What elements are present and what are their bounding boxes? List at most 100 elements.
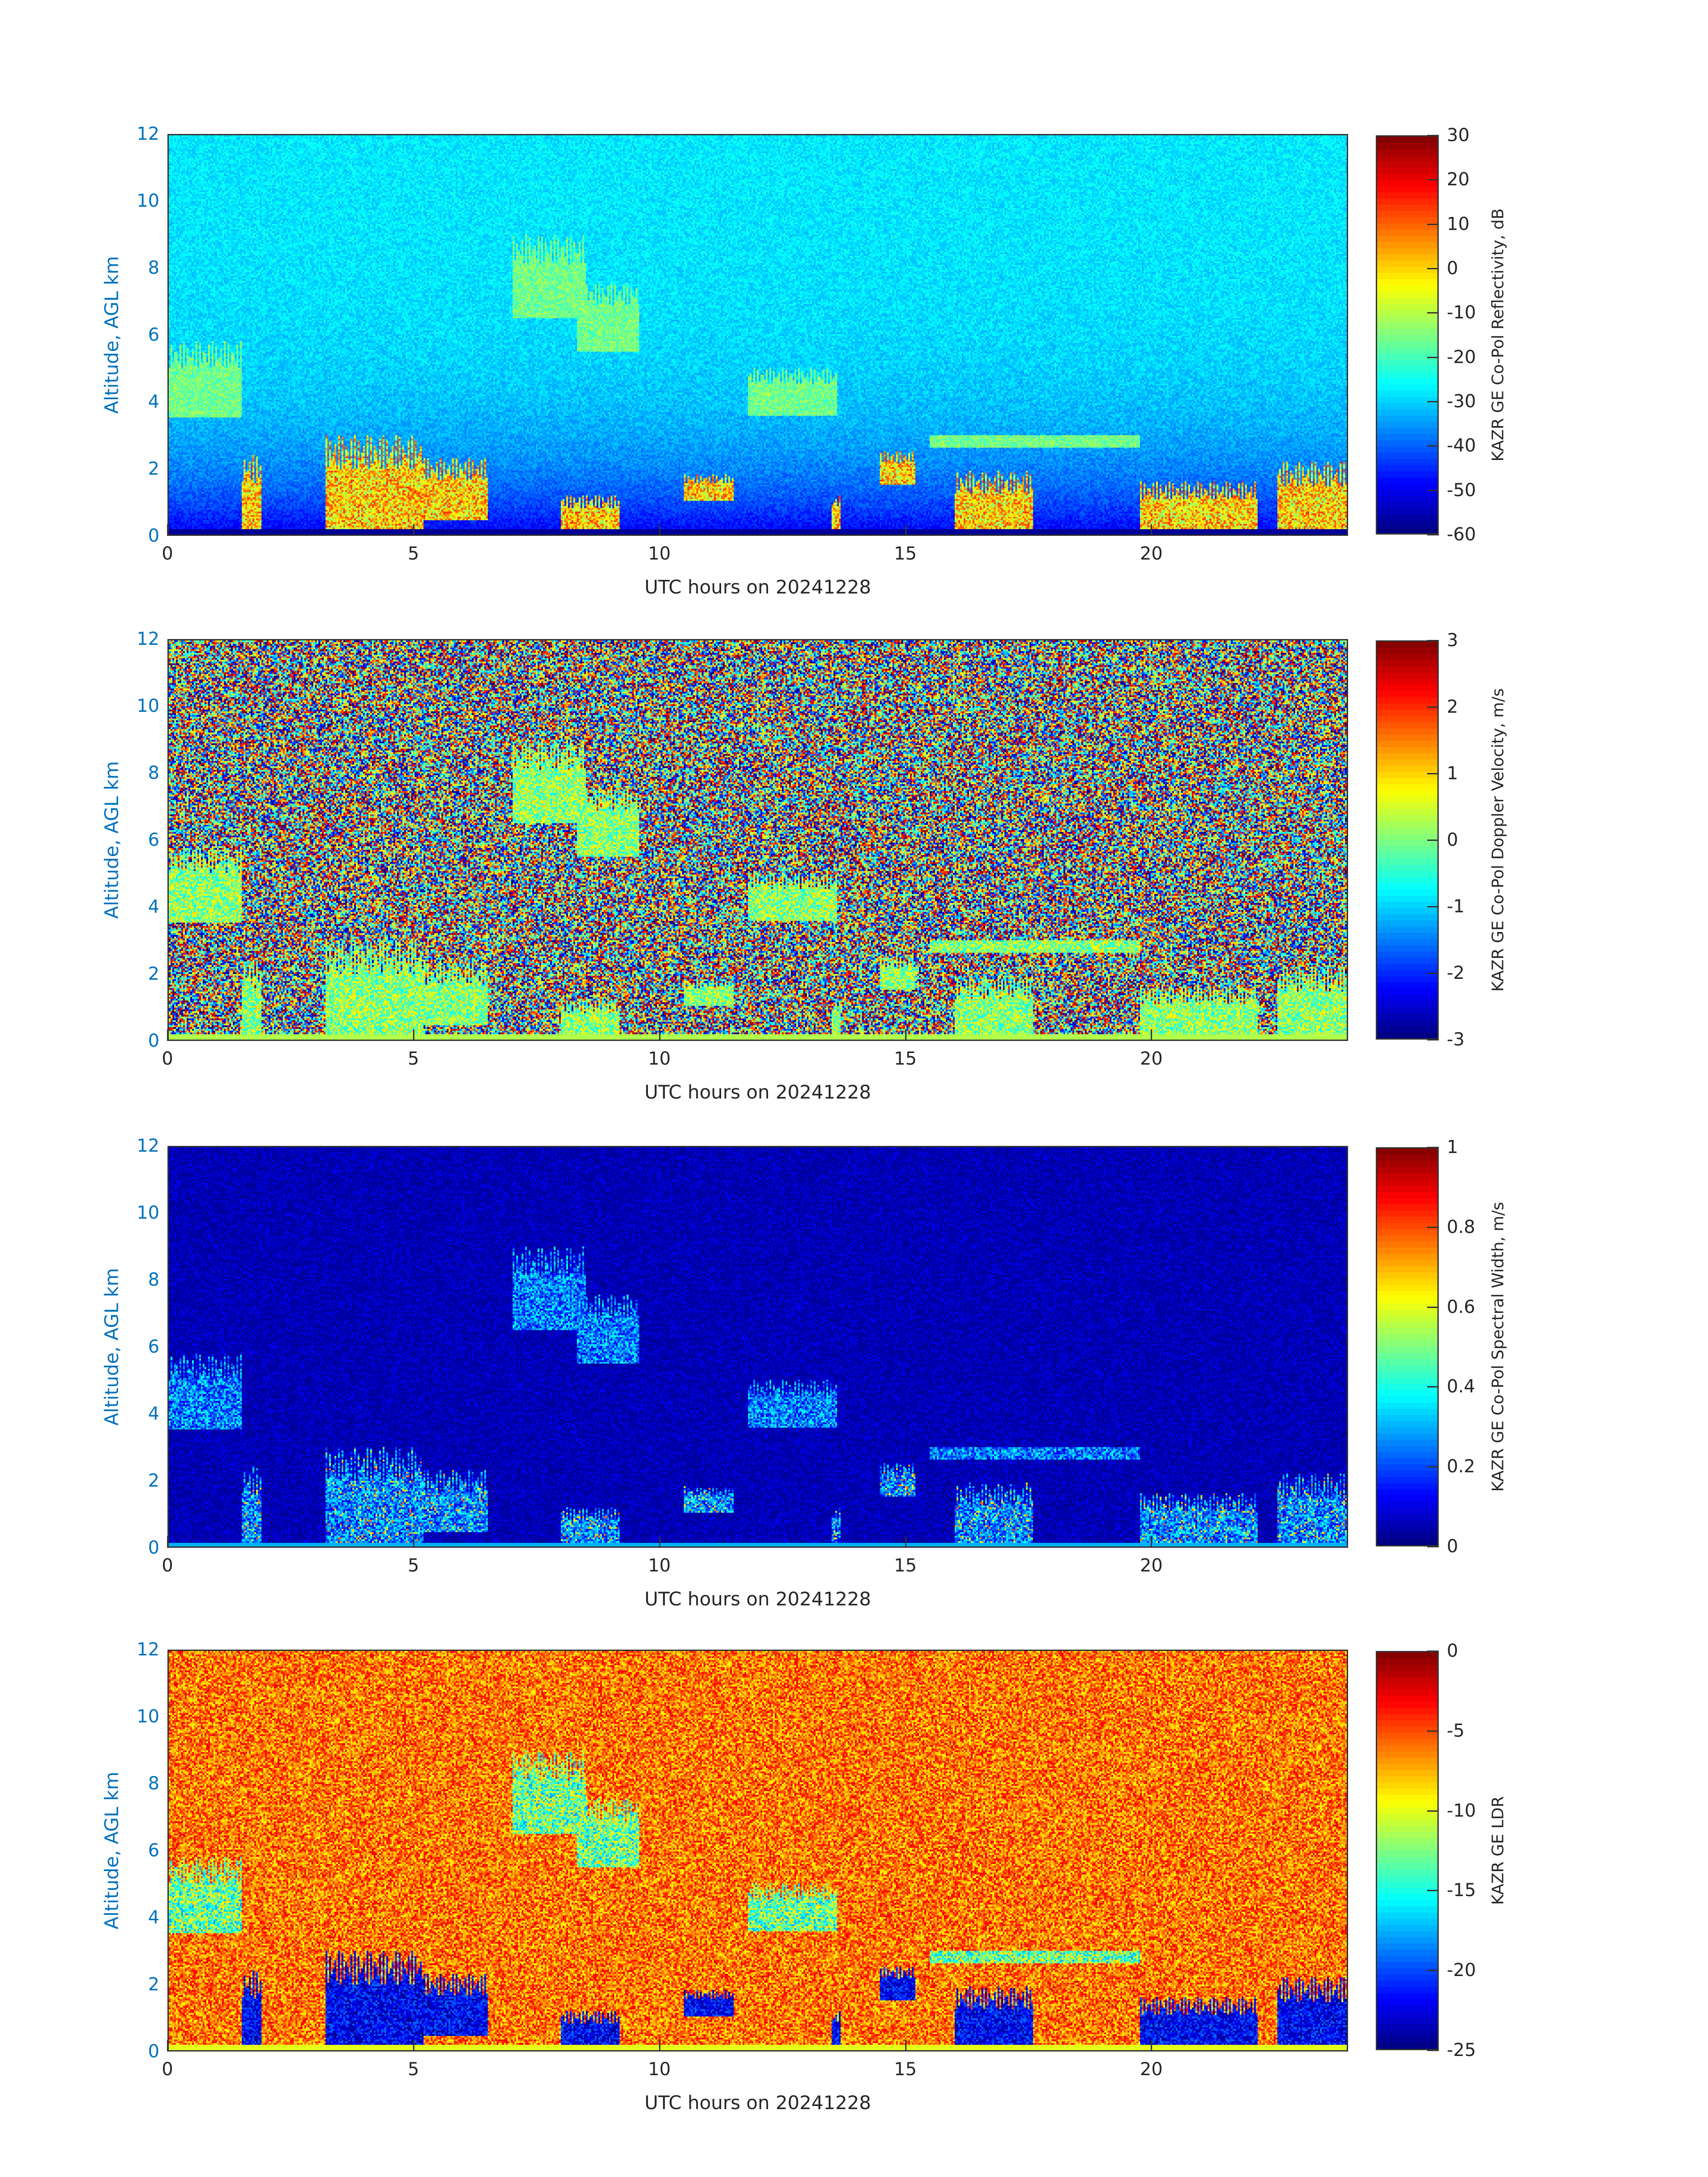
colorbar-tick-mark: [1427, 1970, 1439, 1972]
x-tick-label: 20: [1140, 1555, 1163, 1576]
x-tick-mark: [1151, 2040, 1153, 2052]
x-tick-label: 0: [162, 543, 173, 564]
colorbar-tick-mark: [1427, 773, 1439, 774]
y-tick-label: 4: [148, 897, 159, 917]
y-axis-label: Altitude, AGL km: [100, 761, 123, 919]
x-tick-label: 10: [648, 543, 671, 564]
y-tick-label: 6: [148, 1840, 159, 1861]
x-tick-label: 0: [162, 1555, 173, 1576]
x-axis-label: UTC hours on 20241228: [644, 1081, 871, 1103]
y-tick-label: 4: [148, 1404, 159, 1424]
heatmap-velocity: [167, 639, 1348, 1041]
y-tick-label: 8: [148, 763, 159, 783]
y-axis-label: Altitude, AGL km: [100, 1772, 123, 1930]
chart-panel-width: 0 2 4 6 8 10 12 0 5 10 15 20 Altitude, AGL km UTC hou…: [0, 1137, 1708, 1651]
colorbar-tick-mark: [1427, 1810, 1439, 1812]
colorbar-tick-mark: [1427, 906, 1439, 907]
y-tick-label: 2: [148, 1974, 159, 1995]
x-tick-label: 10: [648, 2059, 671, 2080]
colorbar-tick-label: 10: [1447, 213, 1470, 234]
colorbar-tick-label: 1: [1447, 763, 1458, 784]
x-tick-mark: [167, 2040, 168, 2052]
heatmap-reflectivity: [167, 134, 1348, 536]
x-tick-label: 10: [648, 1049, 671, 1069]
colorbar-tick-label: 2: [1447, 697, 1458, 717]
y-tick-label: 6: [148, 325, 159, 345]
x-tick-label: 20: [1140, 1049, 1163, 1069]
colorbar-tick-mark: [1427, 1546, 1439, 1547]
colorbar-tick-mark: [1427, 1386, 1439, 1388]
colorbar-tick-label: -50: [1447, 480, 1476, 501]
x-tick-label: 20: [1140, 543, 1163, 564]
x-tick-mark: [413, 2040, 414, 2052]
y-tick-label: 0: [148, 1031, 159, 1051]
colorbar-tick-label: -5: [1447, 1720, 1465, 1741]
x-tick-mark: [905, 1029, 906, 1041]
colorbar-ldr: [1376, 1651, 1439, 2050]
colorbar-tick-mark: [1427, 1039, 1439, 1040]
colorbar-tick-label: 0: [1447, 830, 1458, 850]
x-tick-mark: [167, 1536, 168, 1548]
colorbar-tick-label: 3: [1447, 630, 1458, 651]
colorbar-tick-label: -30: [1447, 391, 1476, 412]
y-tick-label: 12: [137, 124, 159, 144]
colorbar-tick-label: 0.2: [1447, 1456, 1475, 1477]
colorbar-tick-mark: [1427, 640, 1439, 641]
x-tick-mark: [167, 1029, 168, 1041]
colorbar-tick-label: -60: [1447, 524, 1476, 545]
colorbar-tick-label: -10: [1447, 1800, 1476, 1821]
colorbar-tick-mark: [1427, 1306, 1439, 1308]
colorbar-label: KAZR GE Co-Pol Doppler Velocity, m/s: [1489, 688, 1508, 992]
x-tick-mark: [905, 1536, 906, 1548]
colorbar-tick-label: 20: [1447, 169, 1470, 190]
x-tick-label: 10: [648, 1555, 671, 1576]
colorbar-tick-mark: [1427, 973, 1439, 974]
colorbar-tick-mark: [1427, 445, 1439, 447]
x-tick-mark: [659, 524, 660, 536]
colorbar-tick-label: -2: [1447, 963, 1465, 983]
heatmap-ldr: [167, 1650, 1348, 2052]
x-tick-label: 5: [408, 1555, 419, 1576]
x-tick-mark: [413, 1536, 414, 1548]
colorbar-tick-label: 0.8: [1447, 1216, 1475, 1237]
y-tick-label: 6: [148, 1337, 159, 1357]
x-tick-mark: [1151, 524, 1153, 536]
colorbar-tick-mark: [1427, 840, 1439, 841]
colorbar-gradient: [1377, 1652, 1437, 2049]
colorbar-tick-mark: [1427, 1147, 1439, 1148]
y-tick-label: 10: [137, 1203, 159, 1223]
x-tick-mark: [167, 524, 168, 536]
x-tick-label: 20: [1140, 2059, 1163, 2080]
colorbar-tick-mark: [1427, 356, 1439, 358]
y-tick-label: 8: [148, 1773, 159, 1794]
colorbar-tick-label: 0.4: [1447, 1376, 1475, 1397]
y-tick-label: 12: [137, 1136, 159, 1156]
colorbar-gradient: [1377, 1149, 1437, 1545]
y-tick-label: 10: [137, 696, 159, 716]
colorbar-label: KAZR GE LDR: [1489, 1796, 1508, 1905]
y-tick-label: 12: [137, 1639, 159, 1660]
colorbar-tick-mark: [1427, 1226, 1439, 1228]
x-tick-label: 0: [162, 1049, 173, 1069]
colorbar-tick-mark: [1427, 2050, 1439, 2051]
chart-panel-reflectivity: 0 2 4 6 8 10 12 0 5 10 15 20 Altitude, AGL km UTC hou…: [0, 125, 1708, 639]
y-axis-label: Altitude, AGL km: [100, 256, 123, 414]
x-tick-mark: [413, 524, 414, 536]
chart-panel-ldr: 0 2 4 6 8 10 12 0 5 10 15 20 Altitude, AGL km UTC hou…: [0, 1641, 1708, 2154]
y-tick-label: 0: [148, 2041, 159, 2062]
colorbar-tick-mark: [1427, 401, 1439, 402]
x-tick-label: 5: [408, 2059, 419, 2080]
x-tick-label: 15: [894, 543, 917, 564]
y-tick-label: 6: [148, 830, 159, 850]
colorbar-tick-mark: [1427, 135, 1439, 136]
colorbar-tick-label: -10: [1447, 302, 1476, 323]
y-tick-label: 8: [148, 258, 159, 278]
colorbar-tick-label: -3: [1447, 1029, 1465, 1050]
x-axis-label: UTC hours on 20241228: [644, 2092, 871, 2114]
y-tick-label: 10: [137, 1706, 159, 1727]
colorbar-label: KAZR GE Co-Pol Reflectivity, dB: [1489, 208, 1508, 462]
colorbar-tick-mark: [1427, 268, 1439, 269]
colorbar-tick-label: -40: [1447, 435, 1476, 456]
colorbar-tick-label: -20: [1447, 1960, 1476, 1981]
x-tick-mark: [659, 1536, 660, 1548]
